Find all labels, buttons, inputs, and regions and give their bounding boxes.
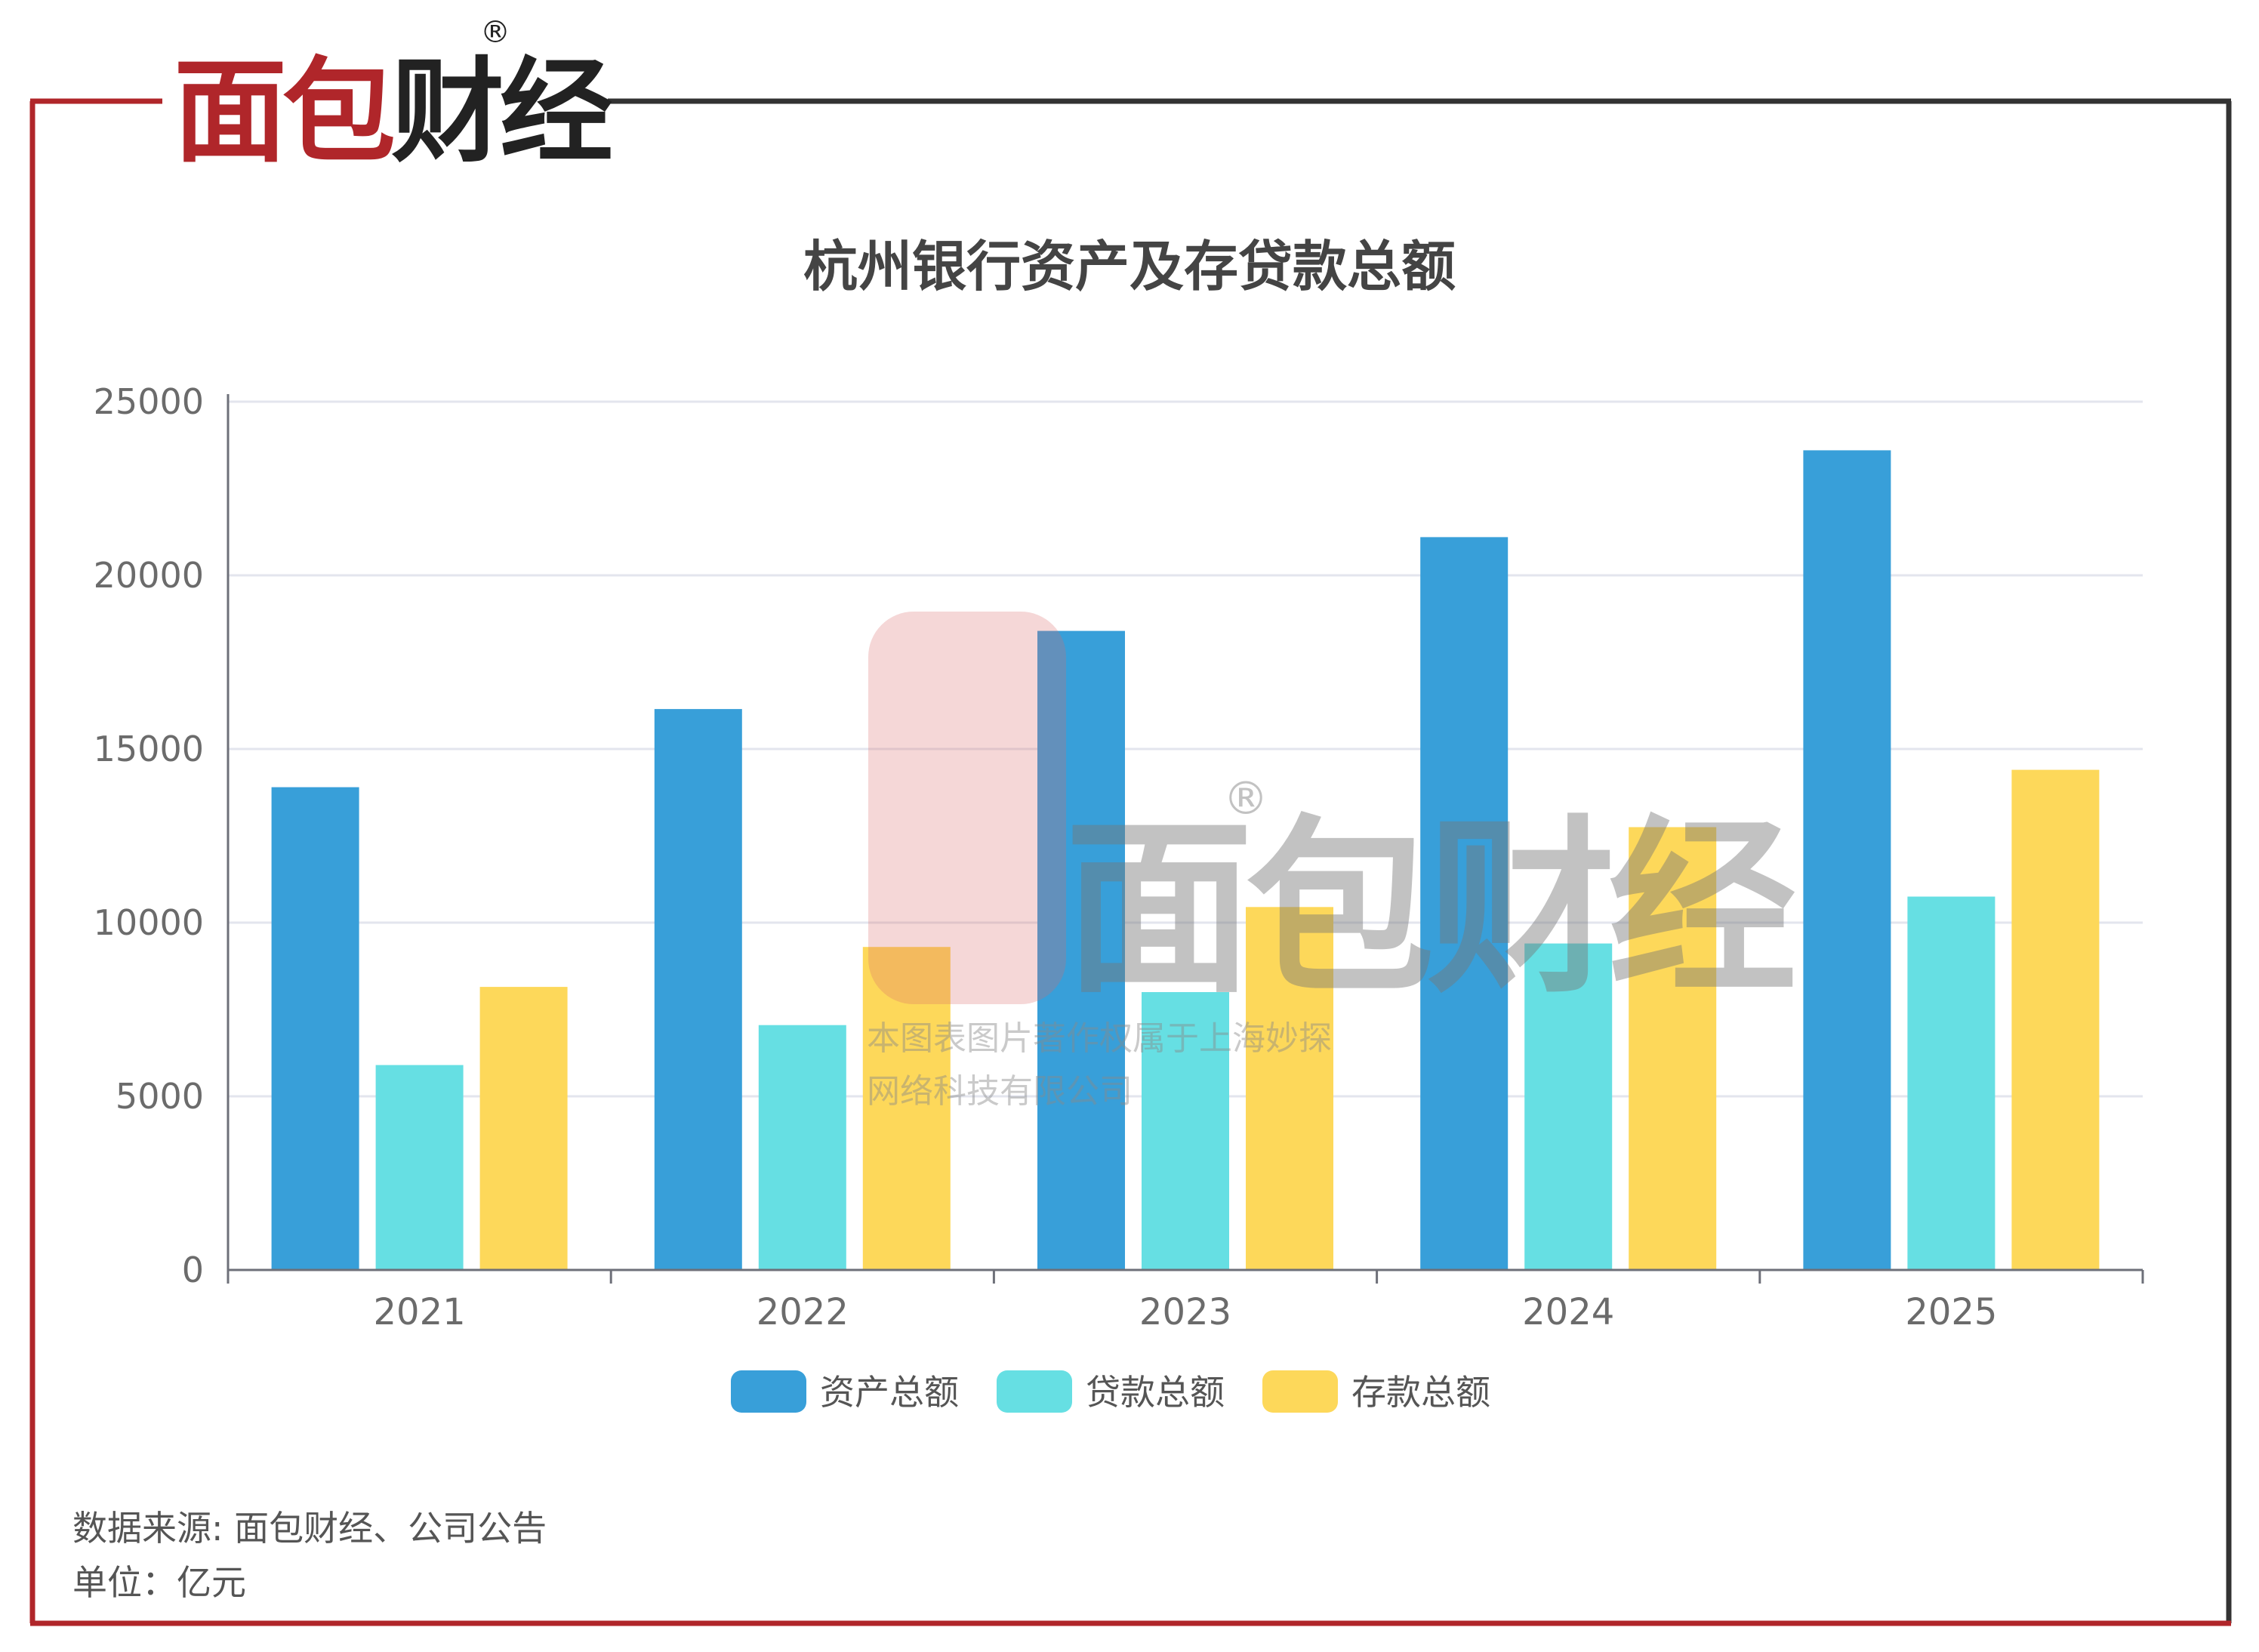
watermark-line-2: 网络科技有限公司 — [867, 1072, 1133, 1111]
bar — [1803, 450, 1891, 1270]
bar — [758, 1025, 846, 1270]
x-tick-label: 2021 — [374, 1291, 466, 1333]
bar — [1246, 907, 1333, 1270]
x-tick-label: 2025 — [1905, 1291, 1997, 1333]
source-note: 数据来源: 面包财经、公司公告 — [72, 1508, 547, 1549]
bar — [2011, 769, 2100, 1270]
bars-layer — [271, 450, 2100, 1270]
y-tick-label: 10000 — [94, 902, 204, 943]
y-tick-label: 20000 — [94, 555, 204, 596]
watermark-line-1: 本图表图片著作权属于上海妙探 — [867, 1019, 1332, 1058]
chart-title: 杭州银行资产及存贷款总额 — [803, 235, 1456, 298]
bar — [1629, 827, 1717, 1270]
bar — [271, 787, 359, 1270]
x-tick-label: 2022 — [757, 1291, 849, 1333]
legend-label: 存款总额 — [1351, 1372, 1490, 1413]
frame-border — [29, 98, 2232, 1626]
watermark-registered-mark: ® — [1223, 772, 1268, 825]
y-tick-label: 15000 — [94, 729, 204, 769]
brand-logo: 面包财经 ® — [174, 15, 617, 178]
legend-swatch — [997, 1370, 1072, 1413]
unit-note: 单位：亿元 — [72, 1562, 246, 1603]
bar — [1907, 896, 1996, 1270]
y-tick-label: 0 — [182, 1250, 204, 1290]
watermark: 面包财经 ® 本图表图片著作权属于上海妙探 网络科技有限公司 — [867, 612, 1803, 1111]
watermark-logo-text: 面包财经 — [1065, 799, 1795, 1019]
y-tick-label: 25000 — [94, 381, 204, 422]
legend-label: 贷款总额 — [1086, 1372, 1225, 1413]
axis-layer: 0 5000 10000 15000 20000 25000 2021 2022 2023 202… — [94, 381, 2144, 1333]
bar — [479, 987, 568, 1270]
bar — [654, 709, 742, 1270]
legend-swatch — [731, 1370, 806, 1413]
bar — [375, 1065, 464, 1270]
bar — [1524, 943, 1613, 1270]
y-tick-label: 5000 — [116, 1076, 204, 1117]
bar — [862, 947, 951, 1270]
bar — [1420, 537, 1509, 1270]
legend-swatch — [1262, 1370, 1338, 1413]
x-tick-label: 2023 — [1139, 1291, 1231, 1333]
brand-logo-text: 面包财经 — [174, 47, 612, 178]
registered-mark: ® — [480, 15, 510, 50]
bar — [1037, 630, 1125, 1270]
watermark-logo-block — [868, 612, 1066, 1004]
bar — [1142, 992, 1229, 1270]
legend: 资产总额 贷款总额 存款总额 — [731, 1370, 1490, 1413]
x-tick-label: 2024 — [1522, 1291, 1614, 1333]
legend-label: 资产总额 — [820, 1372, 959, 1413]
